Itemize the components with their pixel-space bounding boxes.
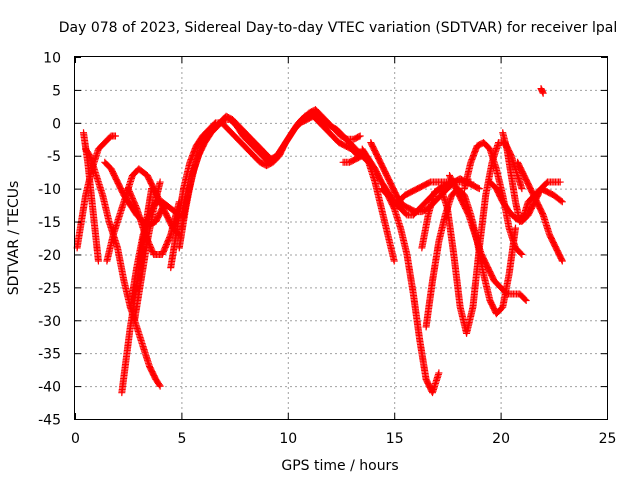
- data-point: [511, 224, 519, 232]
- data-point: [518, 250, 526, 258]
- data-point: [148, 185, 156, 193]
- data-point: [558, 198, 566, 206]
- data-point: [156, 382, 164, 390]
- data-point: [521, 295, 529, 303]
- x-tick-label: 15: [386, 431, 404, 447]
- y-tick-label: -40: [38, 380, 61, 396]
- plot-frame: [74, 56, 608, 420]
- y-tick-label: -35: [38, 347, 61, 363]
- y-tick-label: 5: [52, 83, 61, 99]
- data-point: [522, 297, 530, 305]
- series-arc-15: [377, 185, 443, 397]
- x-axis-ticks: 0 5 10 15 20 25: [71, 57, 616, 447]
- series-arc-11: [177, 106, 364, 232]
- y-tick-label: -5: [47, 149, 61, 165]
- data-point: [475, 185, 483, 193]
- data-point: [111, 132, 119, 140]
- data-point: [155, 381, 163, 389]
- series-arc-24: [514, 158, 566, 265]
- x-tick-label: 0: [71, 431, 80, 447]
- y-axis-ticks: 10 5 0 -5 -10 -15 -20 -25 -30 -35 -40 -45: [38, 51, 607, 429]
- data-point: [474, 184, 482, 192]
- data-point: [390, 257, 398, 265]
- y-tick-label: -10: [38, 182, 61, 198]
- x-tick-label: 25: [599, 431, 617, 447]
- data-point: [558, 257, 566, 265]
- data-point: [517, 249, 525, 257]
- data-point: [539, 89, 547, 97]
- series-arc-16: [367, 139, 483, 216]
- series-arc-25: [537, 85, 547, 97]
- y-tick-label: -45: [38, 413, 61, 429]
- x-tick-label: 20: [492, 431, 510, 447]
- series-arc-12: [167, 109, 373, 272]
- data-point: [356, 132, 364, 140]
- grid: [75, 57, 607, 419]
- y-tick-label: -15: [38, 215, 61, 231]
- data-point: [518, 185, 526, 193]
- x-tick-label: 10: [279, 431, 297, 447]
- y-tick-label: 10: [43, 51, 61, 67]
- y-tick-label: -30: [38, 314, 61, 330]
- y-tick-label: -20: [38, 248, 61, 264]
- y-tick-label: 0: [52, 116, 61, 132]
- series-arc-09: [131, 178, 164, 324]
- data-point: [558, 256, 566, 264]
- y-axis-title: SDTVAR / TECUs: [6, 181, 22, 296]
- series-arc-20: [446, 171, 530, 305]
- y-tick-label: -25: [38, 281, 61, 297]
- data-point: [355, 133, 363, 141]
- x-tick-label: 5: [177, 431, 186, 447]
- data-point: [556, 178, 564, 186]
- data-point: [156, 178, 164, 186]
- data-points: [73, 85, 566, 397]
- data-point: [557, 197, 565, 205]
- series-arc-03: [80, 129, 102, 265]
- data-point: [435, 369, 443, 377]
- data-point: [94, 257, 102, 265]
- chart-title: Day 078 of 2023, Sidereal Day-to-day VTE…: [59, 20, 617, 36]
- x-axis-title: GPS time / hours: [281, 458, 398, 474]
- series-arc-23: [499, 129, 566, 226]
- series-arc-13: [339, 152, 398, 265]
